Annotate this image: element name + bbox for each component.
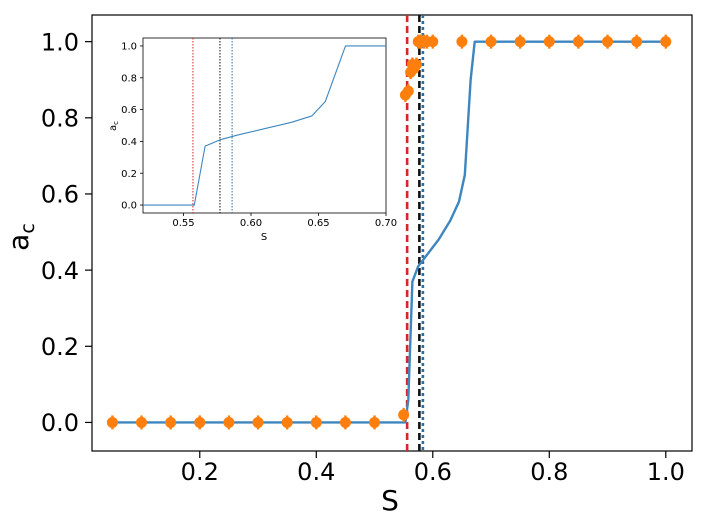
main-y-axis-label: ac [2,223,39,251]
inset-y-axis-label-main: a [108,125,119,131]
main-data-point [223,415,235,430]
main-x-tick-label: 0.4 [297,458,335,486]
inset-x-tick-label: 0.60 [240,218,262,229]
inset-x-tick-label: 0.70 [375,218,397,229]
main-x-tick-label: 1.0 [647,458,685,486]
main-x-tick-label: 0.2 [181,458,219,486]
main-data-point [602,34,614,49]
main-data-point [410,57,422,72]
main-point-marker [456,36,468,48]
main-point-marker [223,416,235,428]
inset-x-axis-label: S [261,232,267,243]
main-data-point [339,415,351,430]
inset-x-tick-label: 0.65 [307,218,329,229]
main-data-point [543,34,555,49]
main-data-point [514,34,526,49]
main-y-tick-label: 0.0 [41,409,79,437]
inset-y-tick-label: 0.4 [121,137,137,148]
main-data-point [194,415,206,430]
main-point-marker [281,416,293,428]
main-point-marker [543,36,555,48]
main-y-tick-label: 0.6 [41,181,79,209]
main-point-marker [310,416,322,428]
main-y-tick-label: 1.0 [41,28,79,56]
main-data-point [427,34,439,49]
main-point-marker [252,416,264,428]
main-point-marker [339,416,351,428]
main-y-axis-label-sub: c [17,223,39,233]
main-point-marker [106,416,118,428]
inset-plot-area [143,38,386,213]
main-point-marker [194,416,206,428]
inset-y-axis: 0.0 0.2 0.4 0.6 0.8 1.0 [121,42,143,212]
main-point-marker [427,36,439,48]
inset-y-tick-label: 1.0 [121,42,137,53]
main-point-marker [485,36,497,48]
main-y-tick-label: 0.8 [41,104,79,132]
inset-y-tick-label: 0.6 [121,105,137,116]
main-x-axis: 0.2 0.4 0.6 0.8 1.0 [181,451,685,486]
main-x-tick-label: 0.6 [414,458,452,486]
inset-x-tick-label: 0.55 [172,218,194,229]
main-point-marker [402,85,414,97]
main-point-marker [398,409,410,421]
main-point-marker [136,416,148,428]
main-x-axis-label: S [381,484,399,517]
main-x-tick-label: 0.8 [530,458,568,486]
inset-plot-frame [142,37,387,214]
main-data-point [572,34,584,49]
main-data-point [136,415,148,430]
inset-y-tick-label: 0.8 [121,73,137,84]
main-data-point [631,34,643,49]
main-point-marker [631,36,643,48]
main-point-marker [514,36,526,48]
main-data-point [310,415,322,430]
inset-x-axis: 0.55 0.60 0.65 0.70 [172,213,397,229]
main-data-point [398,407,410,422]
inset-y-tick-label: 0.0 [121,201,137,212]
main-y-tick-label: 0.2 [41,333,79,361]
inset-y-axis-label-sub: c [112,121,120,125]
inset-y-axis-label: ac [108,121,120,131]
main-point-marker [572,36,584,48]
main-point-marker [410,59,422,71]
main-data-point [106,415,118,430]
main-point-marker [369,416,381,428]
main-point-marker [660,36,672,48]
inset-series-line [143,45,386,206]
main-point-marker [602,36,614,48]
main-data-point [165,415,177,430]
main-data-point [485,34,497,49]
inset-y-tick-label: 0.2 [121,169,137,180]
main-plot-area [106,15,672,451]
main-y-axis: 0.0 0.2 0.4 0.6 0.8 1.0 [41,28,92,437]
main-data-point [281,415,293,430]
main-data-point [402,84,414,99]
main-y-axis-label-main: a [2,234,35,251]
main-plot-frame [91,14,693,452]
main-y-tick-label: 0.4 [41,257,79,285]
main-point-marker [165,416,177,428]
main-data-point [660,34,672,49]
inset-background [143,38,386,213]
main-data-point [369,415,381,430]
main-data-point [456,34,468,49]
main-data-point [252,415,264,430]
